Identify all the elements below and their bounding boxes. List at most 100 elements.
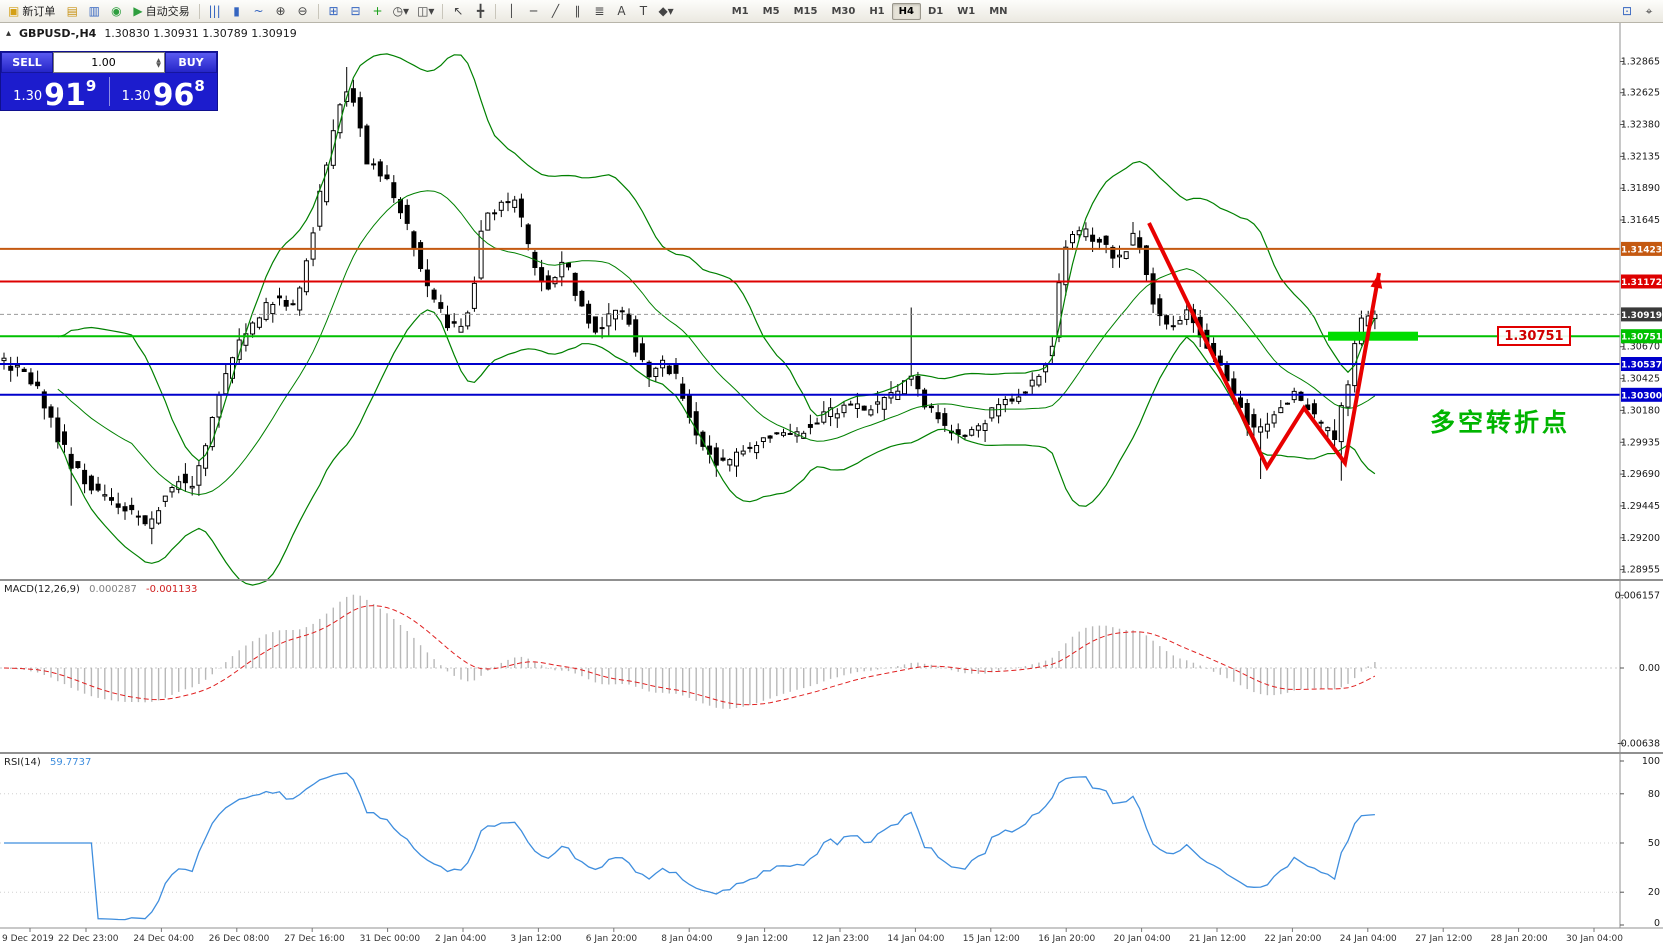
sell-price[interactable]: 1.30 91 9 xyxy=(1,73,109,110)
vertical-line-icon[interactable]: │ xyxy=(500,2,522,21)
rsi-axis[interactable]: 100 80 50 20 0 xyxy=(1620,756,1660,929)
svg-text:1.30919: 1.30919 xyxy=(1621,311,1662,321)
new-order-label: 新订单 xyxy=(22,5,56,18)
templates-icon[interactable]: ◫▾ xyxy=(413,2,438,21)
bollinger-upper-band xyxy=(57,53,1376,462)
svg-text:21 Jan 12:00: 21 Jan 12:00 xyxy=(1189,934,1246,944)
shapes-icon[interactable]: ◆▾ xyxy=(654,2,677,21)
volume-spinner: ▲ ▼ xyxy=(153,56,164,69)
svg-text:1.30180: 1.30180 xyxy=(1621,405,1660,416)
timeframe-h1-button[interactable]: H1 xyxy=(869,5,885,17)
horizontal-line-icon[interactable]: ─ xyxy=(522,2,544,21)
market-info-icon[interactable]: ◉ xyxy=(105,2,127,21)
tile-windows-icon[interactable]: ⊞ xyxy=(323,2,345,21)
trendline-icon[interactable]: ╱ xyxy=(544,2,566,21)
line-mode-icon[interactable]: ~ xyxy=(248,2,270,21)
svg-text:1.30537: 1.30537 xyxy=(1621,361,1662,371)
volume-increase-icon[interactable]: ▲ xyxy=(156,56,161,64)
sell-button[interactable]: SELL xyxy=(1,52,53,73)
svg-text:100: 100 xyxy=(1642,756,1660,767)
profiles-icon: ▤ xyxy=(66,4,79,18)
timeframe-d1-button[interactable]: D1 xyxy=(927,5,944,17)
volume-value[interactable]: 1.00 xyxy=(91,56,116,69)
restore-window-icon: ⊡ xyxy=(1621,4,1633,18)
collapse-trade-panel-icon[interactable]: ▴ xyxy=(6,28,12,39)
label-icon[interactable]: T xyxy=(632,2,654,21)
macd-label: MACD(12,26,9) 0.000287 -0.001133 xyxy=(4,584,203,595)
macd-main-value: 0.000287 xyxy=(89,584,137,595)
vertical-line-icon: │ xyxy=(507,4,516,18)
chart-header: ▴ GBPUSD-,H4 1.30830 1.30931 1.30789 1.3… xyxy=(6,27,297,40)
highlight-segment[interactable] xyxy=(1328,331,1418,341)
price-callout-box[interactable]: 1.30751 xyxy=(1497,326,1571,346)
rsi-value: 59.7737 xyxy=(49,757,92,768)
svg-text:3 Jan 12:00: 3 Jan 12:00 xyxy=(510,934,562,944)
volume-field[interactable]: 1.00 ▲ ▼ xyxy=(53,52,165,73)
trend-arrow[interactable] xyxy=(1147,222,1381,472)
charts-icon[interactable]: ▥ xyxy=(83,2,105,21)
trade-panel-divider xyxy=(108,77,110,106)
buy-price[interactable]: 1.30 96 8 xyxy=(110,73,218,110)
periods-icon: ◷▾ xyxy=(392,4,410,18)
sell-price-big: 91 xyxy=(44,77,86,113)
symbol-title: GBPUSD-,H4 xyxy=(19,27,97,40)
autotrade-play-icon: ▶ xyxy=(133,4,143,18)
timeframe-mn-button[interactable]: MN xyxy=(989,5,1008,17)
fibonacci-icon[interactable]: ≣ xyxy=(588,2,610,21)
candles-mode-icon[interactable]: ▮ xyxy=(226,2,248,21)
svg-text:27 Jan 12:00: 27 Jan 12:00 xyxy=(1415,934,1472,944)
buy-button[interactable]: BUY xyxy=(165,52,217,73)
svg-text:6 Jan 20:00: 6 Jan 20:00 xyxy=(586,934,638,944)
turning-point-annotation[interactable]: 多空转折点 xyxy=(1430,408,1571,437)
svg-text:0.00: 0.00 xyxy=(1639,663,1660,674)
indicators-icon: + xyxy=(372,4,383,18)
svg-text:1.31645: 1.31645 xyxy=(1621,215,1660,226)
timeframe-m1-button[interactable]: M1 xyxy=(731,5,749,17)
timeframe-h4-button[interactable]: H4 xyxy=(891,2,921,20)
svg-text:24 Dec 04:00: 24 Dec 04:00 xyxy=(133,934,194,944)
magnifier-icon[interactable]: ⌖ xyxy=(1638,2,1660,21)
time-axis[interactable]: 9 Dec 2019 22 Dec 23:00 24 Dec 04:00 26 Dec… xyxy=(2,928,1623,944)
profiles-icon[interactable]: ▤ xyxy=(61,2,83,21)
new-chart-icon: ⊟ xyxy=(350,4,361,18)
svg-text:0: 0 xyxy=(1654,918,1660,929)
cursor-icon[interactable]: ↖ xyxy=(447,2,469,21)
trendline-icon: ╱ xyxy=(551,4,560,18)
autotrade-label: 自动交易 xyxy=(145,5,190,18)
indicators-icon[interactable]: + xyxy=(367,2,389,21)
new-order-button[interactable]: ▣ 新订单 xyxy=(3,2,60,21)
zoom-in-icon[interactable]: ⊕ xyxy=(270,2,292,21)
timeframe-m5-button[interactable]: M5 xyxy=(762,5,780,17)
templates-icon: ◫▾ xyxy=(417,4,435,18)
periods-icon[interactable]: ◷▾ xyxy=(389,2,414,21)
svg-text:0.006157: 0.006157 xyxy=(1615,590,1660,601)
channel-icon[interactable]: ∥ xyxy=(566,2,588,21)
bars-mode-icon[interactable]: ||| xyxy=(204,2,226,21)
zoom-in-icon: ⊕ xyxy=(275,4,286,18)
new-chart-icon[interactable]: ⊟ xyxy=(345,2,367,21)
svg-text:1.30425: 1.30425 xyxy=(1621,374,1660,385)
volume-decrease-icon[interactable]: ▼ xyxy=(156,61,161,69)
candles-mode-icon: ▮ xyxy=(233,4,240,18)
svg-text:9 Jan 12:00: 9 Jan 12:00 xyxy=(737,934,789,944)
text-icon[interactable]: A xyxy=(610,2,632,21)
sell-price-small: 1.30 xyxy=(13,89,43,104)
timeframe-m30-button[interactable]: M30 xyxy=(831,5,856,17)
price-axis[interactable]: 1.32865 1.32625 1.32380 1.32135 1.31890 1.316… xyxy=(1620,57,1662,576)
restore-window-icon[interactable]: ⊡ xyxy=(1616,2,1638,21)
zoom-out-icon[interactable]: ⊖ xyxy=(292,2,314,21)
buy-price-big: 96 xyxy=(152,77,195,113)
svg-text:50: 50 xyxy=(1648,838,1660,849)
svg-text:1.32625: 1.32625 xyxy=(1621,88,1660,99)
buy-price-small: 1.30 xyxy=(121,89,151,104)
svg-text:24 Jan 04:00: 24 Jan 04:00 xyxy=(1340,934,1397,944)
candlesticks xyxy=(1,67,1378,545)
charts-icon: ▥ xyxy=(88,4,101,18)
autotrade-button[interactable]: ▶ 自动交易 xyxy=(128,2,194,21)
svg-text:22 Jan 20:00: 22 Jan 20:00 xyxy=(1264,934,1321,944)
crosshair-icon[interactable]: ╋ xyxy=(469,2,491,21)
macd-axis[interactable]: 0.006157 0.00 -0.00638 xyxy=(1615,590,1660,749)
timeframe-m15-button[interactable]: M15 xyxy=(793,5,818,17)
timeframe-w1-button[interactable]: W1 xyxy=(957,5,976,17)
